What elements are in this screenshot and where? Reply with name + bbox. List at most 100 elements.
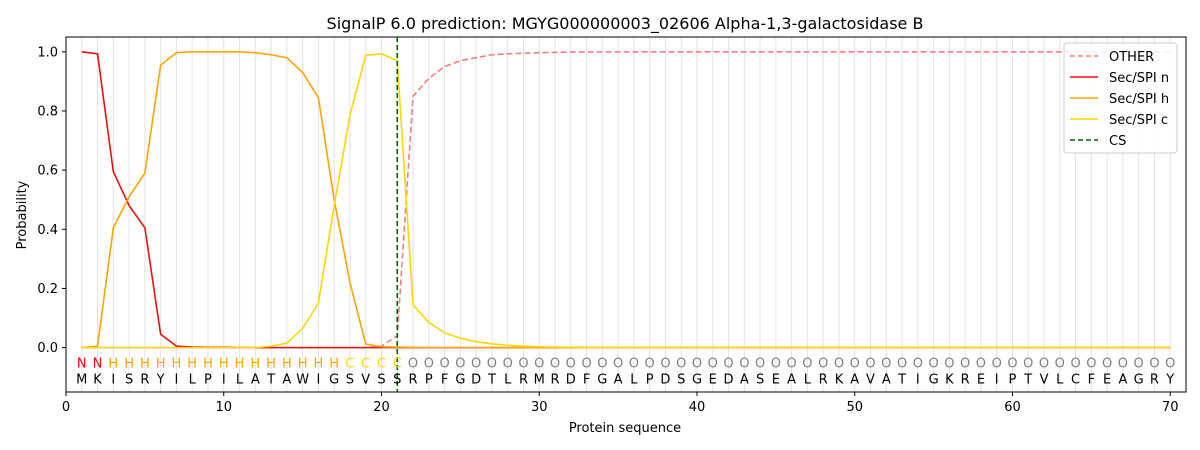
region-label: O — [518, 356, 528, 371]
region-label: O — [960, 356, 970, 371]
residue-letter: G — [929, 373, 939, 388]
residue-letter: E — [709, 373, 717, 388]
region-label: O — [913, 356, 923, 371]
axes-frame — [65, 36, 1187, 393]
residue-letter: L — [236, 373, 244, 388]
residue-letter: A — [740, 373, 749, 388]
residue-letter: L — [630, 373, 638, 388]
x-tick-label: 60 — [1004, 400, 1021, 415]
region-label: H — [219, 356, 229, 371]
region-label: O — [739, 356, 749, 371]
residue-letter: A — [282, 373, 291, 388]
region-label: O — [928, 356, 938, 371]
region-label: O — [550, 356, 560, 371]
residue-letter: V — [361, 373, 370, 388]
residue-letter: R — [1150, 373, 1159, 388]
residue-letter: C — [1071, 373, 1080, 388]
region-label: O — [1118, 356, 1128, 371]
region-label: O — [1086, 356, 1096, 371]
y-tick-label: 0.6 — [37, 164, 58, 179]
legend-label: Sec/SPI n — [1109, 71, 1169, 86]
residue-letter: G — [597, 373, 607, 388]
series-line-sec-spi-h — [81, 50, 1171, 349]
region-label: O — [771, 356, 781, 371]
region-label: O — [424, 356, 434, 371]
region-label: O — [802, 356, 812, 371]
residue-letter: G — [329, 373, 339, 388]
region-label: O — [850, 356, 860, 371]
region-label: O — [1023, 356, 1033, 371]
region-label: H — [203, 356, 213, 371]
region-label: O — [723, 356, 733, 371]
residue-letter: I — [916, 373, 920, 388]
region-label: H — [187, 356, 197, 371]
residue-letter: A — [1118, 373, 1127, 388]
residue-letter: V — [866, 373, 875, 388]
region-label: C — [393, 356, 402, 371]
residue-letter: A — [850, 373, 859, 388]
residue-letter: F — [583, 373, 590, 388]
residue-letter: D — [566, 373, 576, 388]
residue-letter: T — [897, 373, 906, 388]
residue-letter: L — [1056, 373, 1064, 388]
residue-letter: L — [804, 373, 812, 388]
residue-letter: S — [377, 373, 385, 388]
region-label: O — [818, 356, 828, 371]
region-label: O — [534, 356, 544, 371]
region-label: O — [865, 356, 875, 371]
residue-letter: I — [222, 373, 226, 388]
residue-letter: P — [425, 373, 433, 388]
plot-area: 0 10 20 30 40 50 60 700.00.20.40.60.81.0NMNKHIH… — [37, 36, 1187, 415]
y-tick-label: 0.0 — [37, 341, 58, 356]
region-label: O — [581, 356, 591, 371]
residue-letter: S — [756, 373, 764, 388]
residue-letter: I — [316, 373, 320, 388]
residue-letter: R — [409, 373, 418, 388]
y-tick-label: 0.4 — [37, 223, 58, 238]
legend: OTHER Sec/SPI n Sec/SPI h Sec/SPI c CS — [1063, 42, 1178, 154]
region-label: O — [1007, 356, 1017, 371]
residue-letter: T — [487, 373, 496, 388]
residue-letter: P — [204, 373, 212, 388]
residue-letter: E — [1103, 373, 1111, 388]
region-label: O — [439, 356, 449, 371]
region-label: C — [377, 356, 386, 371]
region-label: O — [660, 356, 670, 371]
x-tick-label: 10 — [215, 400, 232, 415]
region-label: C — [361, 356, 370, 371]
residue-letter: K — [945, 373, 954, 388]
region-label: O — [692, 356, 702, 371]
region-label: O — [503, 356, 513, 371]
residue-letter: G — [692, 373, 702, 388]
region-label: O — [1149, 356, 1159, 371]
region-label: O — [976, 356, 986, 371]
region-label: O — [1102, 356, 1112, 371]
legend-label: Sec/SPI c — [1109, 113, 1168, 128]
region-label: H — [329, 356, 339, 371]
x-tick-label: 40 — [689, 400, 706, 415]
residue-letter: R — [519, 373, 528, 388]
residue-letter: D — [471, 373, 481, 388]
x-tick-label: 0 — [62, 400, 70, 415]
residue-letter: R — [550, 373, 559, 388]
residue-letter: E — [977, 373, 985, 388]
region-label: O — [787, 356, 797, 371]
residue-letter: K — [835, 373, 844, 388]
region-label: O — [944, 356, 954, 371]
region-label: O — [834, 356, 844, 371]
residue-letter: M — [534, 373, 545, 388]
residue-letter: A — [787, 373, 796, 388]
region-label: O — [881, 356, 891, 371]
region-label: H — [282, 356, 292, 371]
residue-letter: S — [125, 373, 133, 388]
region-label: O — [755, 356, 765, 371]
legend-label: OTHER — [1109, 50, 1154, 65]
residue-letter: D — [724, 373, 734, 388]
y-tick-label: 0.8 — [37, 104, 58, 119]
region-label: H — [108, 356, 118, 371]
y-tick-label: 1.0 — [37, 45, 58, 60]
region-label: O — [708, 356, 718, 371]
residue-letter: S — [677, 373, 685, 388]
residue-letter: I — [111, 373, 115, 388]
